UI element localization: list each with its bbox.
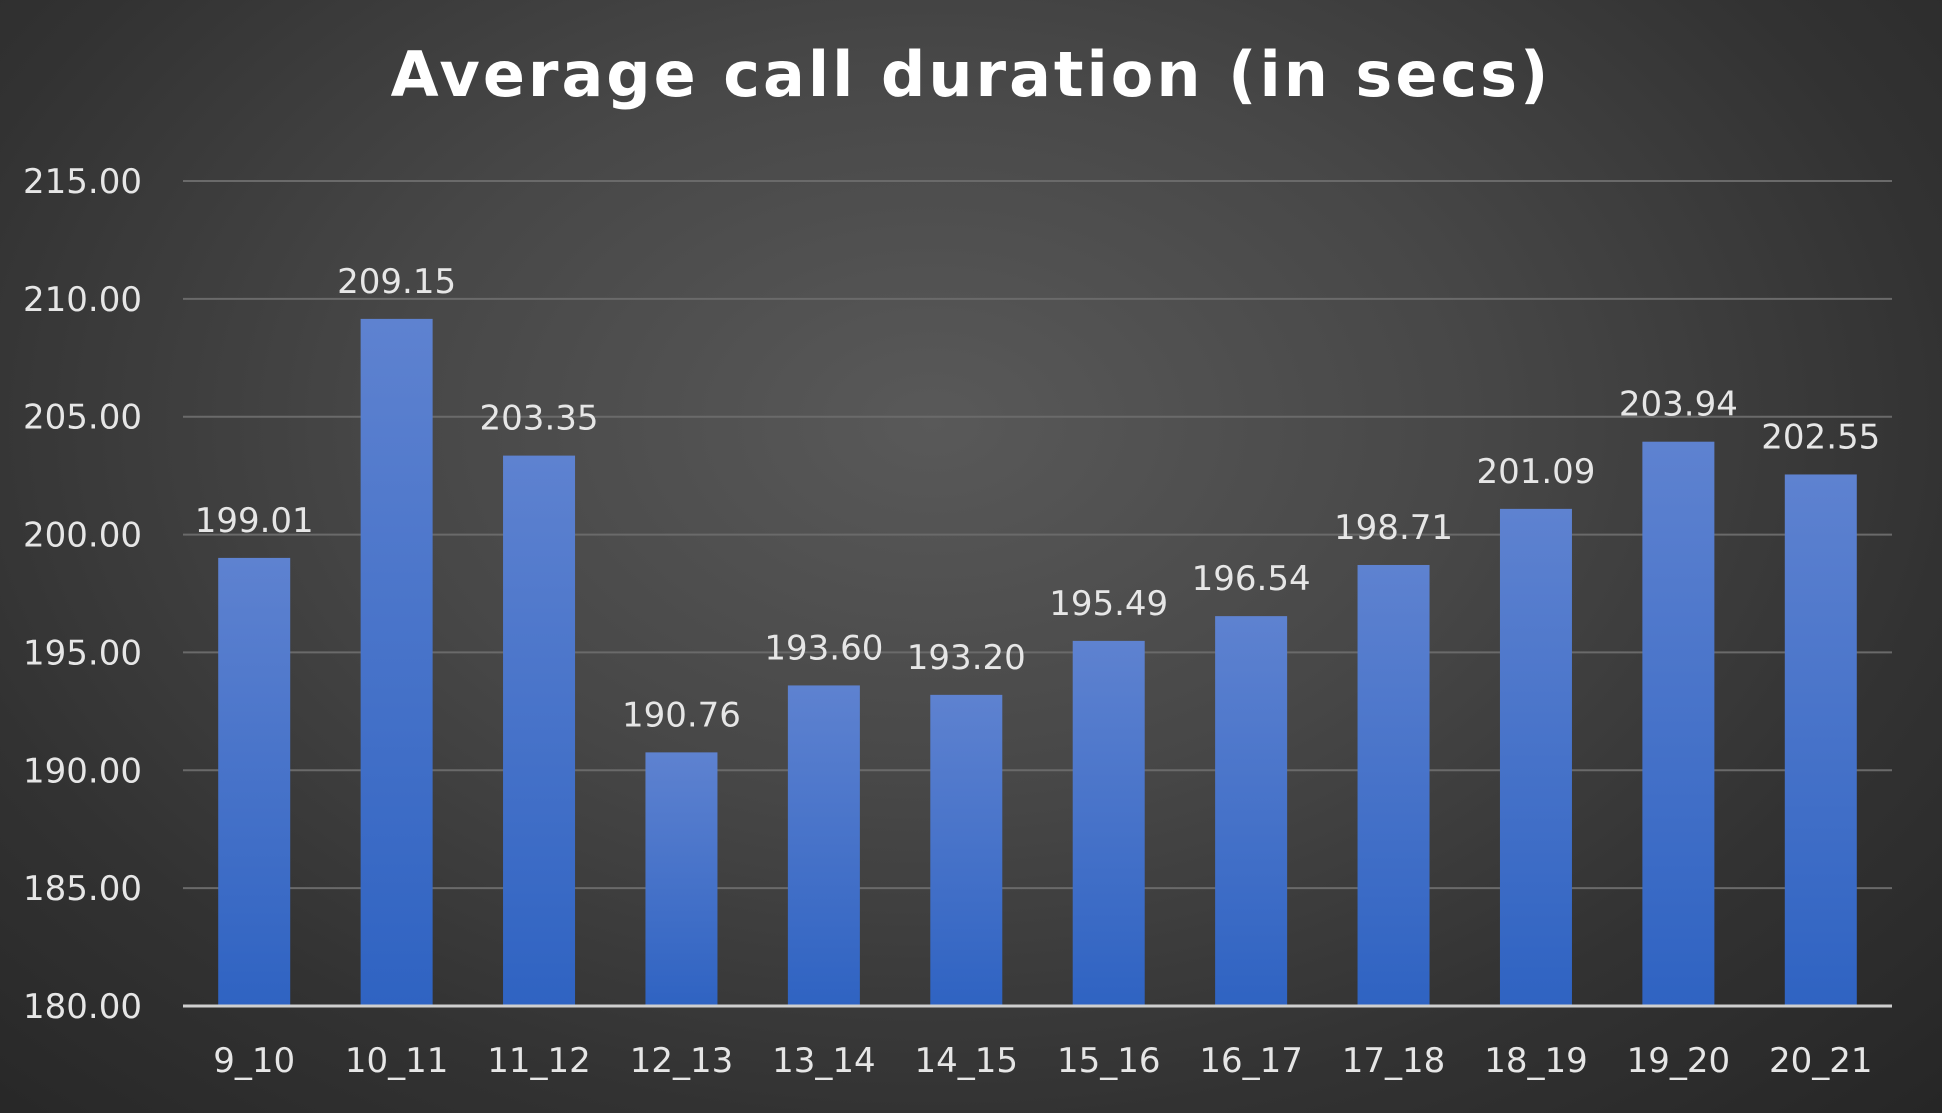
- data-label: 203.35: [480, 399, 599, 439]
- bar: [503, 455, 576, 1006]
- y-tick-label: 195.00: [23, 633, 142, 673]
- y-tick-label: 210.00: [23, 280, 142, 320]
- x-tick-label: 18_19: [1484, 1041, 1588, 1081]
- data-labels: 199.01 209.15 203.35 190.76 193.60 193.20 195.…: [195, 262, 1881, 735]
- y-axis-ticks: 180.00 185.00 190.00 195.00 200.00 205.00 210.…: [23, 162, 142, 1027]
- x-tick-label: 13_14: [772, 1041, 876, 1081]
- data-label: 195.49: [1049, 584, 1168, 624]
- x-tick-label: 10_11: [345, 1041, 449, 1081]
- x-tick-label: 15_16: [1057, 1041, 1161, 1081]
- bars: [218, 318, 1857, 1007]
- y-tick-label: 190.00: [23, 751, 142, 791]
- data-label: 202.55: [1761, 417, 1880, 457]
- chart-title: Average call duration (in secs): [390, 38, 1552, 111]
- x-tick-label: 17_18: [1342, 1041, 1446, 1081]
- bar: [1499, 508, 1572, 1006]
- x-tick-label: 20_21: [1769, 1041, 1873, 1081]
- x-tick-label: 14_15: [915, 1041, 1019, 1081]
- bar: [930, 694, 1003, 1006]
- data-label: 201.09: [1476, 452, 1595, 492]
- data-label: 193.20: [907, 638, 1026, 678]
- data-label: 209.15: [337, 262, 456, 302]
- y-tick-label: 205.00: [23, 398, 142, 438]
- bar: [360, 318, 433, 1007]
- x-tick-label: 16_17: [1199, 1041, 1303, 1081]
- data-label: 190.76: [622, 695, 741, 735]
- bar: [1642, 441, 1715, 1006]
- y-tick-label: 180.00: [23, 987, 142, 1027]
- x-axis-ticks: 9_10 10_11 11_12 12_13 13_14 14_15 15_16 16_17 1…: [213, 1041, 1872, 1081]
- bar: [645, 752, 718, 1006]
- x-tick-label: 19_20: [1627, 1041, 1731, 1081]
- data-label: 198.71: [1334, 508, 1453, 548]
- gridlines: [183, 180, 1892, 890]
- bar: [1357, 564, 1430, 1006]
- x-tick-label: 12_13: [630, 1041, 734, 1081]
- y-tick-label: 185.00: [23, 869, 142, 909]
- y-tick-label: 200.00: [23, 516, 142, 556]
- data-label: 203.94: [1619, 385, 1738, 425]
- x-tick-label: 9_10: [213, 1041, 295, 1081]
- data-label: 199.01: [195, 501, 314, 541]
- bar: [1784, 474, 1857, 1006]
- bar: [787, 685, 860, 1006]
- data-label: 196.54: [1192, 559, 1311, 599]
- data-label: 193.60: [764, 628, 883, 668]
- bar: [1072, 640, 1145, 1006]
- bar: [218, 557, 291, 1006]
- bar: [1215, 616, 1288, 1006]
- y-tick-label: 215.00: [23, 162, 142, 202]
- x-tick-label: 11_12: [487, 1041, 591, 1081]
